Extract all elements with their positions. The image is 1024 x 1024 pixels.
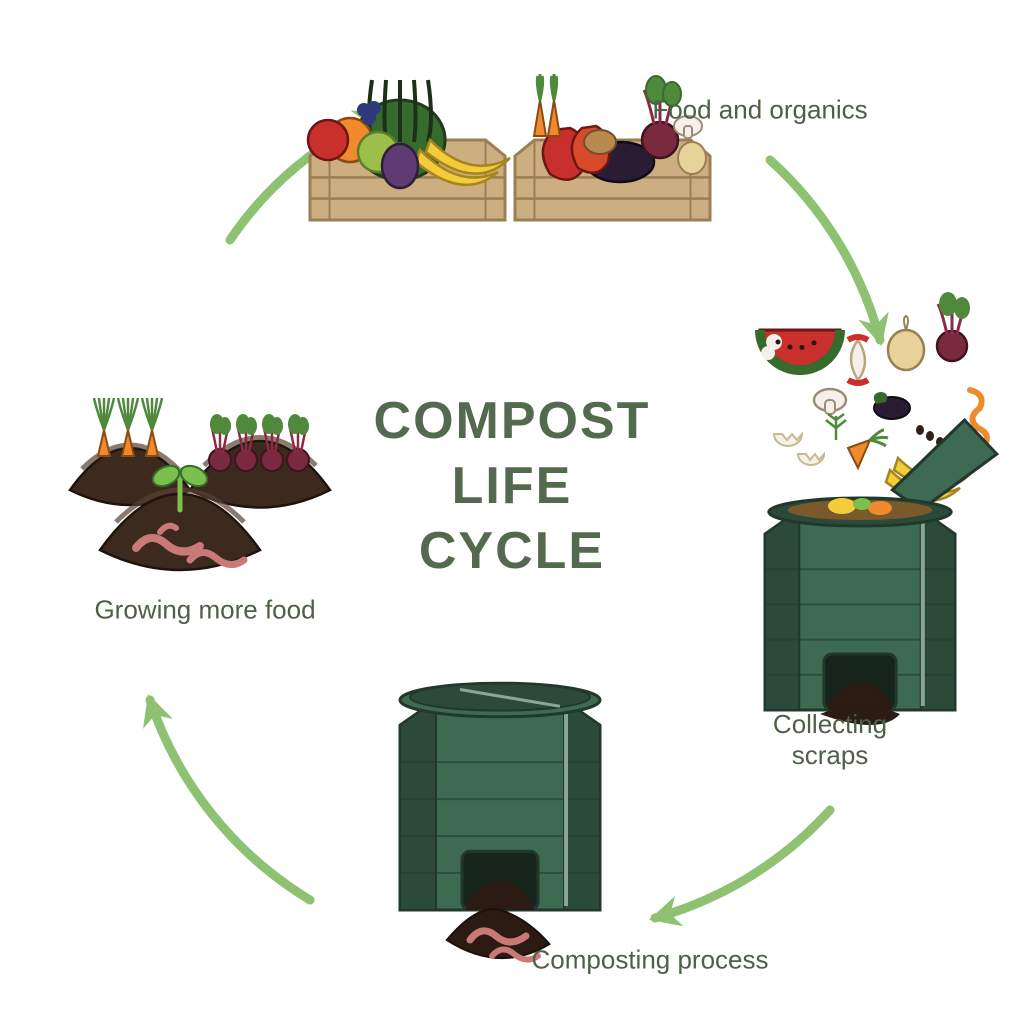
label-food-organics: Food and organics bbox=[652, 95, 867, 126]
diagram-title: COMPOST LIFE CYCLE bbox=[374, 389, 651, 584]
stage-collecting-scraps bbox=[720, 290, 1000, 730]
title-line-3: CYCLE bbox=[374, 519, 651, 584]
label-composting-process: Composting process bbox=[532, 945, 769, 976]
stage-growing-food bbox=[40, 360, 350, 590]
stage-composting-process bbox=[350, 670, 650, 970]
title-line-2: LIFE bbox=[374, 454, 651, 519]
diagram-canvas: COMPOST LIFE CYCLE Food and organics Col… bbox=[0, 0, 1024, 1024]
label-growing-food: Growing more food bbox=[94, 595, 315, 626]
title-line-1: COMPOST bbox=[374, 389, 651, 454]
label-collecting-scraps: Collecting scraps bbox=[773, 709, 887, 771]
